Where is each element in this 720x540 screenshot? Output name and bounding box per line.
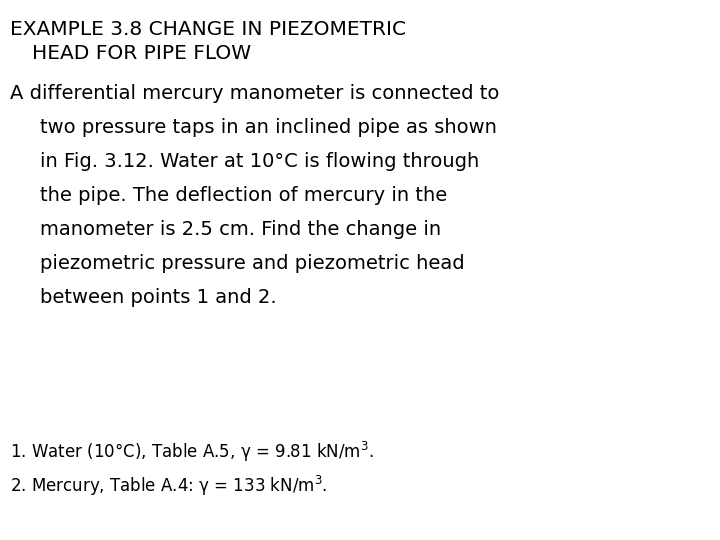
Text: in Fig. 3.12. Water at 10°C is flowing through: in Fig. 3.12. Water at 10°C is flowing t…: [40, 152, 480, 171]
Text: piezometric pressure and piezometric head: piezometric pressure and piezometric hea…: [40, 254, 464, 273]
Text: A differential mercury manometer is connected to: A differential mercury manometer is conn…: [10, 84, 500, 103]
Text: 1. Water (10°C), Table A.5, γ = 9.81 kN/m$^3$.: 1. Water (10°C), Table A.5, γ = 9.81 kN/…: [10, 440, 374, 464]
Text: 2. Mercury, Table A.4: γ = 133 kN/m$^3$.: 2. Mercury, Table A.4: γ = 133 kN/m$^3$.: [10, 474, 328, 498]
Text: EXAMPLE 3.8 CHANGE IN PIEZOMETRIC: EXAMPLE 3.8 CHANGE IN PIEZOMETRIC: [10, 20, 406, 39]
Text: the pipe. The deflection of mercury in the: the pipe. The deflection of mercury in t…: [40, 186, 447, 205]
Text: between points 1 and 2.: between points 1 and 2.: [40, 288, 276, 307]
Text: manometer is 2.5 cm. Find the change in: manometer is 2.5 cm. Find the change in: [40, 220, 441, 239]
Text: HEAD FOR PIPE FLOW: HEAD FOR PIPE FLOW: [32, 44, 251, 63]
Text: two pressure taps in an inclined pipe as shown: two pressure taps in an inclined pipe as…: [40, 118, 497, 137]
